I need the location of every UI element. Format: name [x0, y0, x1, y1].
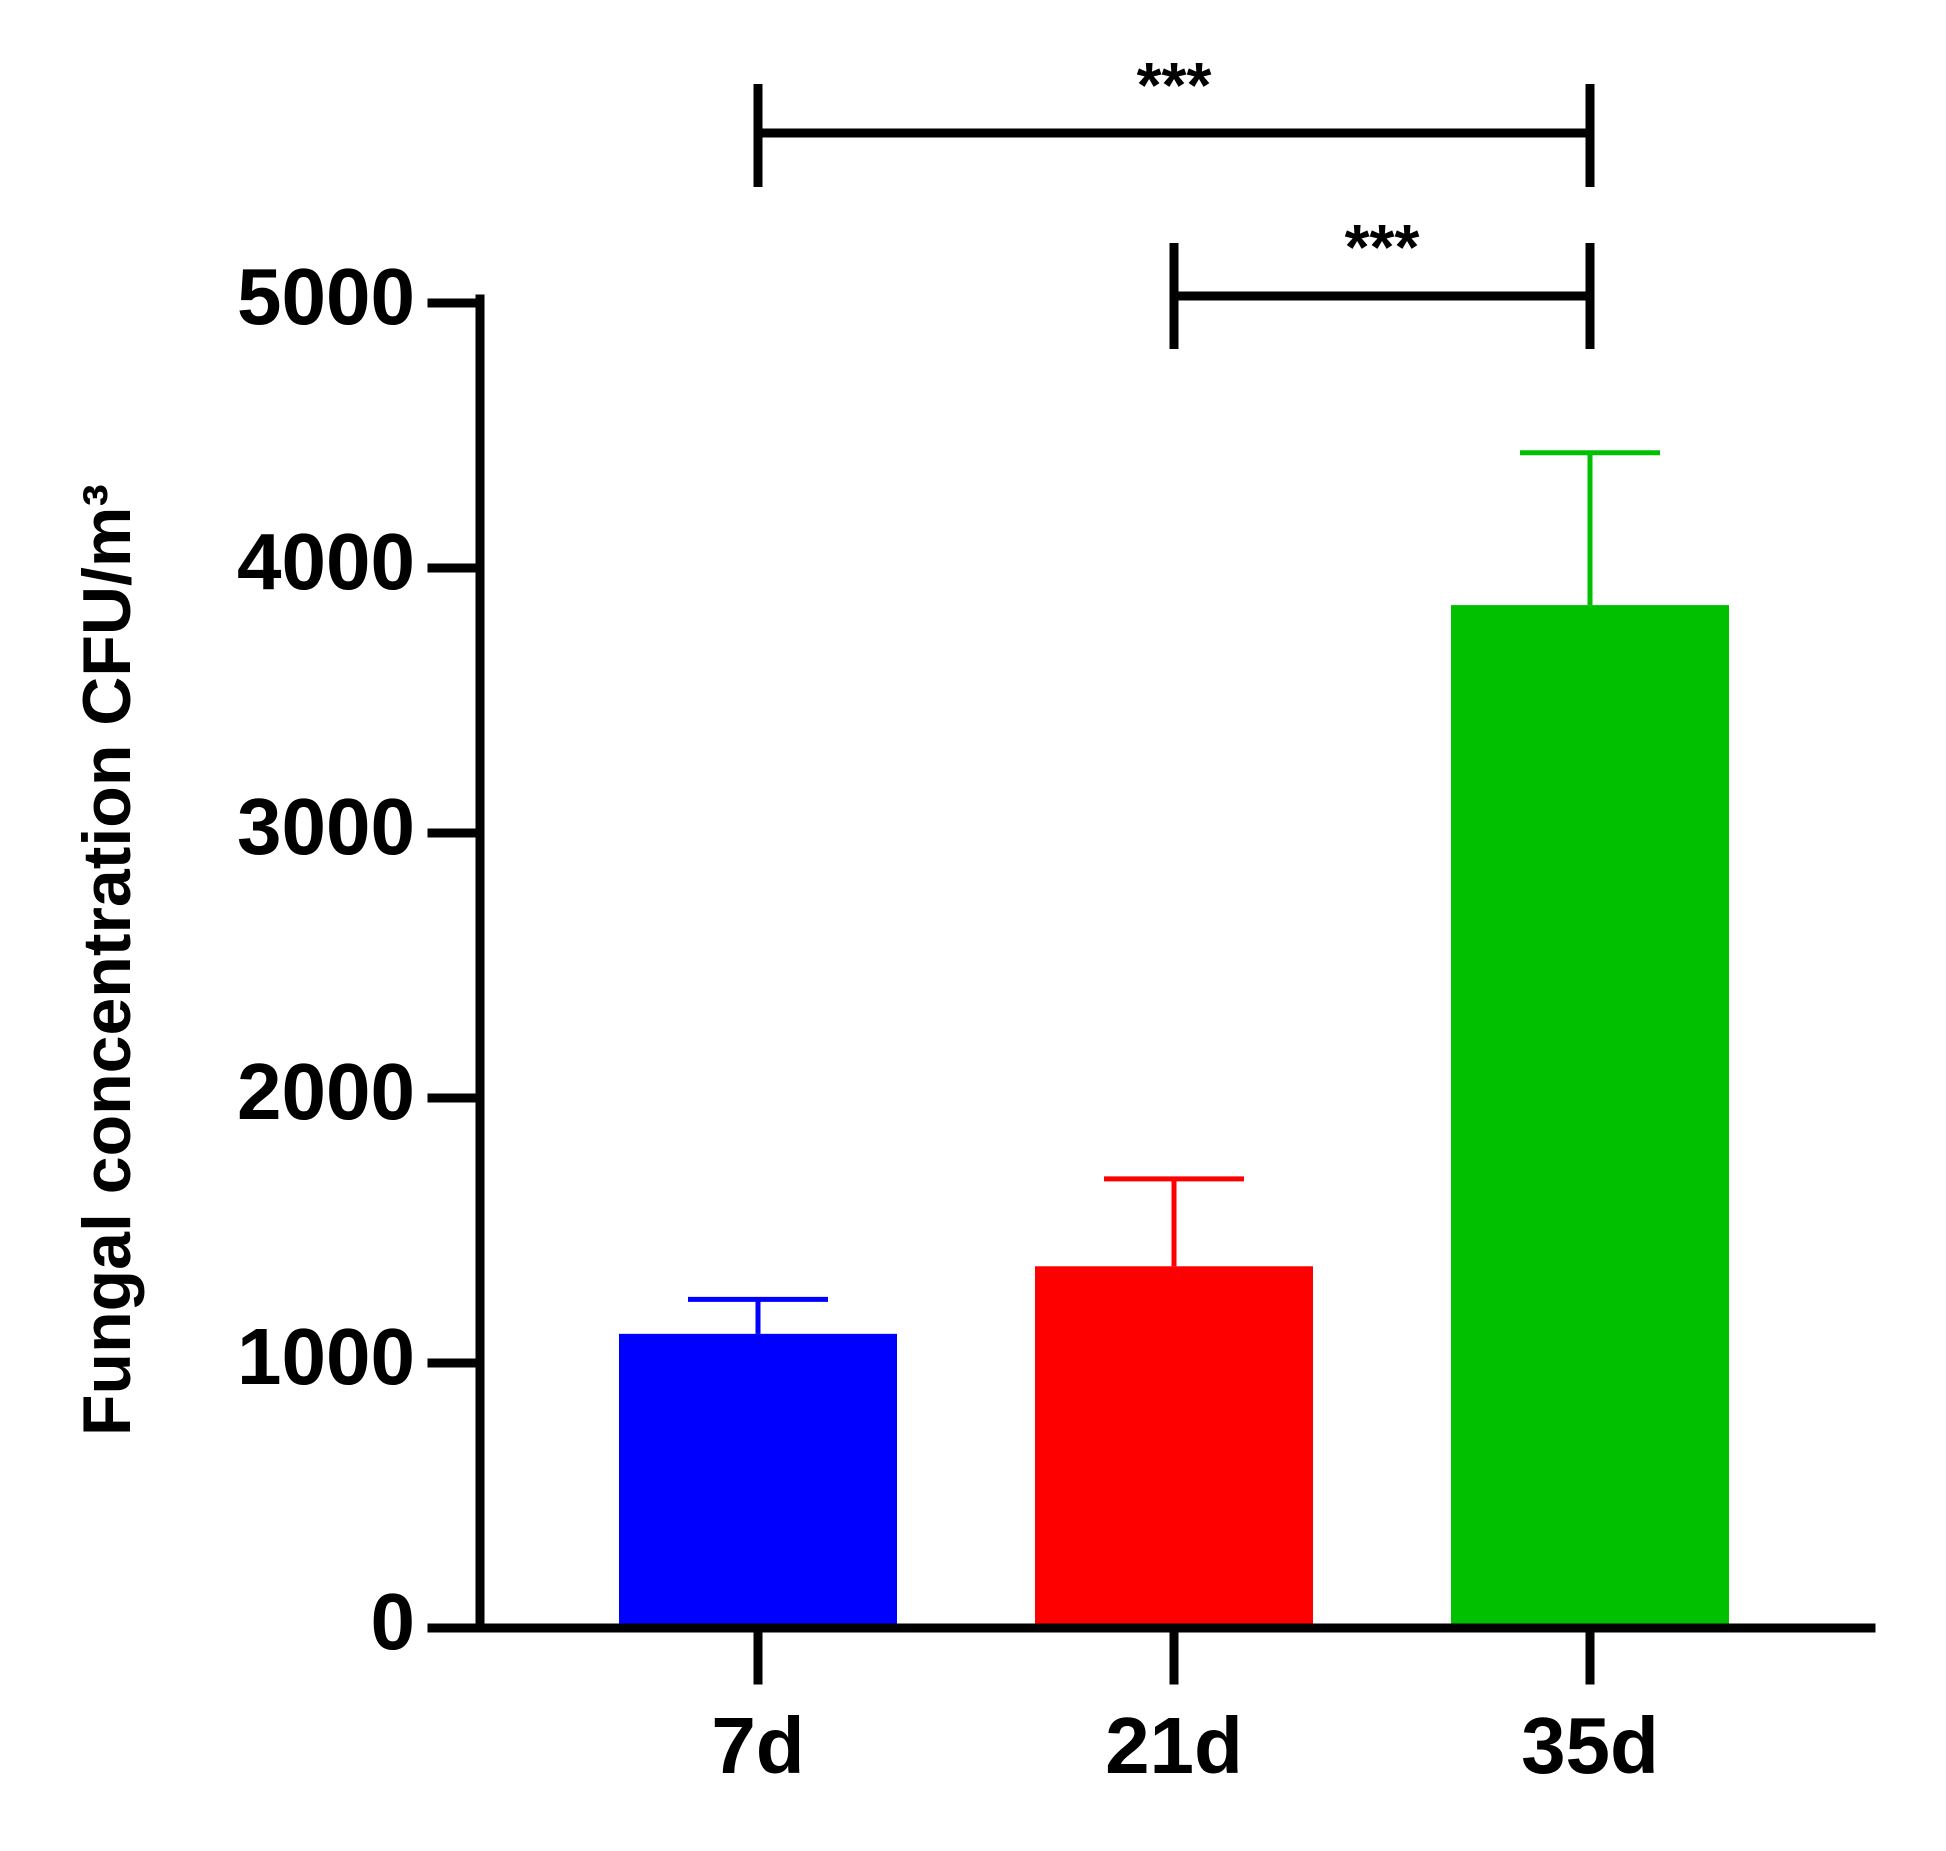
- error-bar: [688, 1296, 828, 1334]
- significance-label: ***: [1345, 211, 1420, 283]
- x-tick-label: 35d: [1521, 1701, 1659, 1790]
- bar: [1451, 605, 1729, 1628]
- y-axis-label: Fungal concentration CFU/m³: [69, 484, 145, 1436]
- significance-bracket: [753, 84, 1595, 187]
- bar: [1035, 1266, 1313, 1628]
- significance-label: ***: [1137, 49, 1212, 121]
- y-tick-label: 0: [371, 1577, 416, 1666]
- y-tick-label: 4000: [237, 517, 415, 606]
- bar: [619, 1333, 897, 1628]
- error-bar: [1520, 450, 1660, 606]
- x-tick-label: 21d: [1105, 1701, 1243, 1790]
- x-tick-label: 7d: [711, 1701, 804, 1790]
- significance-bracket: [1169, 243, 1595, 349]
- axes: [475, 294, 1876, 1633]
- y-tick-label: 1000: [237, 1312, 415, 1401]
- y-tick-label: 3000: [237, 782, 415, 871]
- y-tick-label: 2000: [237, 1047, 415, 1136]
- y-tick-label: 5000: [237, 252, 415, 341]
- error-bar: [1104, 1176, 1244, 1267]
